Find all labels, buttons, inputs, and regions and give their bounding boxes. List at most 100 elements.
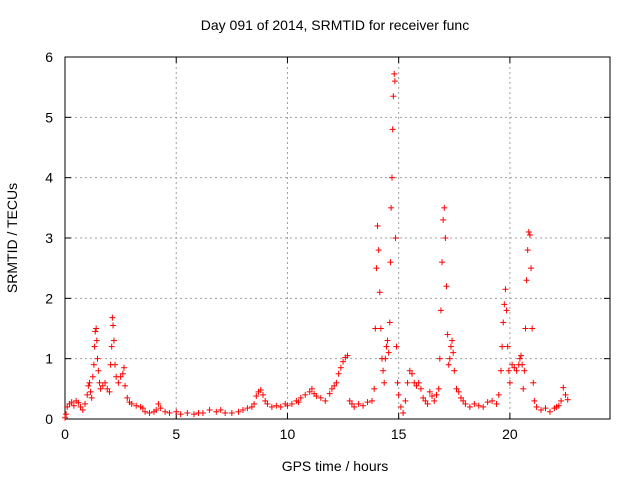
x-tick-label: 15 bbox=[391, 426, 407, 442]
data-point bbox=[239, 406, 246, 413]
data-point bbox=[277, 403, 284, 410]
data-point bbox=[177, 411, 184, 418]
data-point bbox=[440, 216, 447, 223]
data-point bbox=[75, 399, 82, 406]
data-point bbox=[84, 391, 91, 398]
data-point bbox=[99, 382, 106, 389]
data-point bbox=[104, 385, 111, 392]
data-point bbox=[217, 406, 224, 413]
data-point bbox=[511, 364, 518, 371]
data-point bbox=[409, 370, 416, 377]
data-point bbox=[253, 393, 260, 400]
data-point bbox=[259, 391, 266, 398]
data-point bbox=[95, 367, 102, 374]
data-point bbox=[426, 388, 433, 395]
data-point bbox=[119, 370, 126, 377]
data-point bbox=[335, 370, 342, 377]
data-point bbox=[112, 361, 119, 368]
data-point bbox=[523, 277, 530, 284]
data-point bbox=[70, 402, 77, 409]
data-point bbox=[102, 379, 109, 386]
data-point bbox=[90, 361, 97, 368]
data-point bbox=[373, 265, 380, 272]
data-point bbox=[235, 408, 242, 415]
data-point bbox=[513, 367, 520, 374]
data-point bbox=[68, 399, 75, 406]
data-point bbox=[308, 385, 315, 392]
data-point bbox=[297, 394, 304, 401]
data-point bbox=[420, 394, 427, 401]
data-point bbox=[429, 393, 436, 400]
data-point bbox=[124, 394, 131, 401]
data-point bbox=[346, 397, 353, 404]
data-point bbox=[501, 301, 508, 308]
data-point bbox=[372, 325, 379, 332]
data-point bbox=[206, 406, 213, 413]
data-point bbox=[516, 355, 523, 362]
data-point bbox=[445, 361, 452, 368]
data-point bbox=[447, 343, 454, 350]
data-point bbox=[457, 394, 464, 401]
data-point bbox=[331, 382, 338, 389]
data-point bbox=[146, 409, 153, 416]
data-point bbox=[213, 408, 220, 415]
y-tick-label: 0 bbox=[45, 411, 53, 427]
data-point bbox=[450, 349, 457, 356]
y-tick-label: 6 bbox=[45, 49, 53, 65]
data-point bbox=[348, 400, 355, 407]
data-point bbox=[355, 400, 362, 407]
data-point bbox=[389, 174, 395, 181]
data-point bbox=[404, 379, 411, 386]
data-point bbox=[377, 325, 384, 332]
y-tick-label: 3 bbox=[45, 230, 53, 246]
data-point bbox=[400, 409, 407, 416]
grid bbox=[65, 57, 610, 419]
data-point bbox=[79, 406, 86, 413]
data-point bbox=[122, 382, 129, 389]
data-point bbox=[388, 204, 395, 211]
data-point bbox=[268, 403, 275, 410]
data-point bbox=[387, 259, 394, 266]
data-point bbox=[509, 361, 516, 368]
data-point bbox=[364, 399, 371, 406]
data-point bbox=[317, 394, 324, 401]
data-point bbox=[462, 400, 469, 407]
data-point bbox=[436, 355, 443, 362]
data-point bbox=[337, 364, 344, 371]
data-point bbox=[139, 405, 146, 412]
data-point bbox=[395, 391, 402, 398]
y-axis-label: SRMTID / TECUs bbox=[4, 183, 20, 293]
data-point bbox=[244, 405, 251, 412]
data-point bbox=[228, 409, 235, 416]
data-point bbox=[306, 388, 313, 395]
data-point bbox=[115, 379, 122, 386]
data-point bbox=[546, 408, 553, 415]
data-point bbox=[443, 283, 450, 290]
data-point bbox=[391, 78, 398, 85]
y-tick-label: 1 bbox=[45, 351, 53, 367]
data-point bbox=[110, 337, 117, 344]
data-point bbox=[453, 385, 460, 392]
data-point bbox=[97, 385, 104, 392]
data-point bbox=[466, 403, 473, 410]
data-point bbox=[191, 411, 198, 418]
data-point bbox=[86, 379, 93, 386]
data-point bbox=[92, 328, 99, 335]
x-tick-label: 0 bbox=[61, 426, 69, 442]
data-point bbox=[262, 397, 269, 404]
data-point bbox=[542, 405, 549, 412]
y-tick-label: 5 bbox=[45, 109, 53, 125]
data-point bbox=[390, 93, 397, 100]
data-point bbox=[110, 322, 117, 329]
data-point bbox=[489, 397, 496, 404]
chart-title: Day 091 of 2014, SRMTID for receiver fun… bbox=[201, 17, 469, 33]
data-point bbox=[96, 379, 103, 386]
data-point bbox=[500, 319, 507, 326]
data-point bbox=[417, 385, 424, 392]
data-point bbox=[162, 408, 169, 415]
data-point bbox=[222, 409, 229, 416]
data-point bbox=[484, 399, 491, 406]
data-point bbox=[199, 409, 206, 416]
data-point bbox=[106, 388, 113, 395]
data-point bbox=[555, 402, 562, 409]
